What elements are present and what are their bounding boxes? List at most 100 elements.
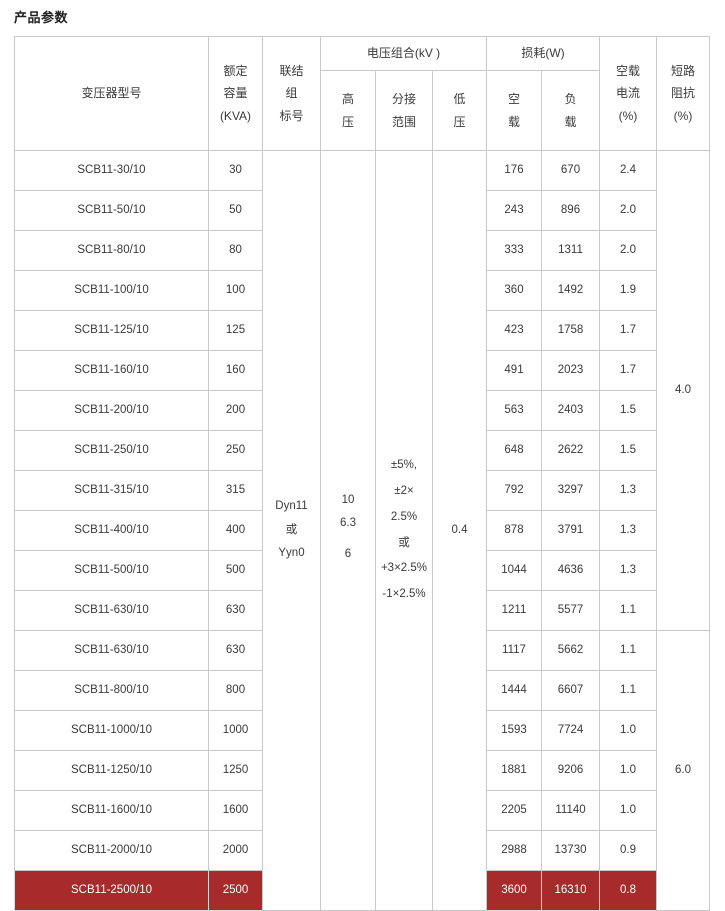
cell-loss-load: 3791 [540, 510, 601, 551]
cell-loss-load: 670 [540, 150, 601, 191]
cell-capacity: 2500 [208, 870, 263, 911]
header-voltage-high-line1: 高 [341, 92, 354, 107]
cell-loss-load: 2622 [540, 430, 601, 471]
cell-noload-current: 0.9 [599, 830, 658, 871]
cell-noload-current: 1.0 [599, 750, 658, 791]
cell-model: SCB11-400/10 [14, 510, 209, 551]
cell-loss-load: 2403 [540, 390, 601, 431]
cell-model: SCB11-125/10 [14, 310, 209, 351]
table-row: SCB11-630/10 630 1117 5662 1.1 6.0 [14, 630, 711, 911]
header-row-1: 变压器型号 额定 容量 (KVA) 联结 组 标号 电压组合(kV ) [14, 36, 711, 151]
voltage-high-line-2: 6 [344, 547, 352, 560]
header-connection-line3: 标号 [279, 108, 304, 123]
header-connection: 联结 组 标号 [262, 36, 321, 151]
cell-loss-load: 11140 [540, 790, 601, 831]
cell-voltage-tap-range: ±5%, ±2× 2.5% 或 +3×2.5% -1×2.5% [375, 150, 433, 911]
cell-model: SCB11-500/10 [14, 550, 209, 591]
cell-loss-load: 896 [540, 190, 601, 231]
cell-loss-load: 5577 [540, 590, 601, 631]
cell-noload-current: 1.3 [599, 510, 658, 551]
cell-loss-load: 7724 [540, 710, 601, 751]
cell-loss-load: 13730 [540, 830, 601, 871]
cell-capacity: 250 [208, 430, 263, 471]
header-voltage-high: 高 压 [320, 70, 376, 151]
cell-capacity: 315 [208, 470, 263, 511]
cell-voltage-low: 0.4 [432, 150, 487, 911]
table-row: SCB11-500/10 500 1044 4636 1.3 [14, 550, 710, 591]
cell-capacity: 630 [208, 630, 263, 671]
cell-loss-noload: 878 [486, 510, 542, 551]
header-model: 变压器型号 [14, 36, 209, 151]
transformer-spec-table: 变压器型号 额定 容量 (KVA) 联结 组 标号 电压组合(kV ) [14, 36, 711, 911]
cell-noload-current: 1.7 [599, 310, 658, 351]
header-short-impedance: 短路 阻抗 (%) [656, 36, 711, 151]
cell-short-impedance-group-1: 4.0 [656, 150, 711, 631]
header-capacity-line3: (KVA) [219, 108, 252, 123]
header-short-impedance-line3: (%) [673, 108, 693, 123]
cell-capacity: 1000 [208, 710, 263, 751]
header-loss-load-line2: 载 [564, 114, 577, 129]
header-voltage-low-line1: 低 [453, 92, 466, 107]
cell-capacity: 630 [208, 590, 263, 631]
cell-loss-noload: 792 [486, 470, 542, 511]
page-title: 产品参数 [14, 10, 69, 25]
table-header: 变压器型号 额定 容量 (KVA) 联结 组 标号 电压组合(kV ) [14, 36, 711, 151]
cell-loss-noload: 1444 [486, 670, 542, 711]
header-short-impedance-line2: 阻抗 [671, 86, 696, 101]
table-row: SCB11-50/10 50 243 896 2.0 [14, 190, 710, 231]
cell-capacity: 400 [208, 510, 263, 551]
voltage-tap-line-5: -1×2.5% [382, 588, 426, 601]
connection-line-1: 或 [285, 523, 298, 536]
cell-model: SCB11-2000/10 [14, 830, 209, 871]
cell-model: SCB11-100/10 [14, 270, 209, 311]
cell-model: SCB11-315/10 [14, 470, 209, 511]
voltage-high-line-0: 10 [341, 493, 355, 506]
header-loss-load-line1: 负 [564, 92, 577, 107]
cell-noload-current: 2.4 [599, 150, 658, 191]
header-voltage-tap-line2: 范围 [391, 114, 416, 129]
header-loss-group: 损耗(W) [485, 36, 601, 71]
header-noload-current: 空载 电流 (%) [599, 36, 658, 151]
voltage-tap-line-1: ±2× [394, 484, 414, 497]
cell-model: SCB11-630/10 [14, 590, 209, 631]
voltage-high-line-1: 6.3 [340, 517, 356, 530]
table-row: SCB11-800/10 800 1444 6607 1.1 [14, 670, 710, 711]
cell-model: SCB11-1600/10 [14, 790, 209, 831]
header-noload-current-line1: 空载 [616, 64, 641, 79]
cell-model: SCB11-1000/10 [14, 710, 209, 751]
cell-capacity: 50 [208, 190, 263, 231]
header-voltage-low-line2: 压 [453, 114, 466, 129]
voltage-tap-line-3: 或 [398, 536, 410, 549]
cell-loss-noload: 1593 [486, 710, 542, 751]
header-capacity: 额定 容量 (KVA) [208, 36, 263, 151]
cell-loss-noload: 176 [486, 150, 542, 191]
connection-line-0: Dyn11 [275, 500, 308, 513]
table-body: SCB11-30/10 30 Dyn11 或 Yyn0 10 6.3 6 ±5%, ±2× 2.5%… [14, 150, 711, 911]
cell-capacity: 80 [208, 230, 263, 271]
header-connection-line1: 联结 [279, 64, 304, 79]
cell-loss-noload: 648 [486, 430, 542, 471]
table-row: SCB11-160/10 160 491 2023 1.7 [14, 350, 710, 391]
cell-loss-load: 16310 [540, 870, 601, 911]
cell-capacity: 1600 [208, 790, 263, 831]
header-capacity-line1: 额定 [223, 64, 248, 79]
table-row: SCB11-200/10 200 563 2403 1.5 [14, 390, 710, 431]
cell-loss-load: 2023 [540, 350, 601, 391]
cell-loss-load: 1492 [540, 270, 601, 311]
cell-capacity: 500 [208, 550, 263, 591]
header-voltage-group: 电压组合(kV ) [320, 36, 487, 71]
connection-line-2: Yyn0 [278, 547, 305, 560]
cell-noload-current: 1.3 [599, 550, 658, 591]
cell-noload-current: 2.0 [599, 230, 658, 271]
cell-loss-load: 1758 [540, 310, 601, 351]
cell-loss-noload: 423 [486, 310, 542, 351]
table-row: SCB11-30/10 30 Dyn11 或 Yyn0 10 6.3 6 ±5%, ±2× 2.5%… [14, 150, 711, 911]
cell-voltage-high: 10 6.3 6 [320, 150, 376, 911]
table-row: SCB11-1600/10 1600 2205 11140 1.0 [14, 790, 710, 831]
table-row: SCB11-250/10 250 648 2622 1.5 [14, 430, 710, 471]
cell-model: SCB11-200/10 [14, 390, 209, 431]
cell-loss-noload: 2205 [486, 790, 542, 831]
table-row: SCB11-2000/10 2000 2988 13730 0.9 [14, 830, 710, 871]
cell-loss-noload: 1044 [486, 550, 542, 591]
header-voltage-tap: 分接 范围 [375, 70, 433, 151]
